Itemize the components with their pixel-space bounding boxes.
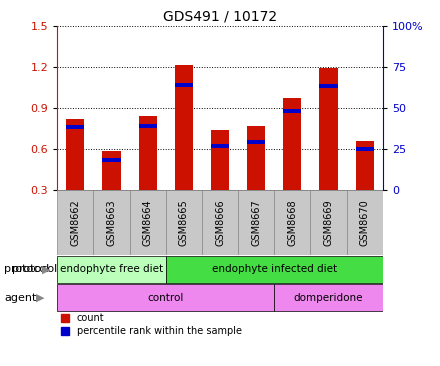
Text: GSM8667: GSM8667 (251, 199, 261, 246)
Bar (103, 158, 121, 162)
Text: control: control (147, 292, 184, 303)
Text: GSM8665: GSM8665 (179, 199, 189, 246)
Bar (211, 130, 229, 190)
Text: GSM8663: GSM8663 (106, 199, 117, 246)
Text: domperidone: domperidone (294, 292, 363, 303)
Bar (66, 119, 84, 190)
Text: protocol: protocol (12, 264, 57, 274)
Bar (356, 141, 374, 190)
Text: ▶: ▶ (36, 292, 44, 303)
Bar (175, 83, 193, 87)
Bar (139, 124, 157, 128)
Text: GSM8669: GSM8669 (323, 199, 334, 246)
FancyBboxPatch shape (129, 190, 166, 255)
FancyBboxPatch shape (238, 190, 274, 255)
Legend: count, percentile rank within the sample: count, percentile rank within the sample (57, 310, 246, 340)
Bar (247, 140, 265, 144)
FancyBboxPatch shape (166, 190, 202, 255)
Text: GSM8666: GSM8666 (215, 199, 225, 246)
FancyBboxPatch shape (311, 190, 347, 255)
Bar (356, 147, 374, 151)
Bar (103, 150, 121, 190)
Text: endophyte free diet: endophyte free diet (60, 264, 163, 274)
FancyBboxPatch shape (274, 284, 383, 311)
Title: GDS491 / 10172: GDS491 / 10172 (163, 9, 277, 23)
FancyBboxPatch shape (57, 190, 93, 255)
Bar (319, 84, 337, 88)
FancyBboxPatch shape (57, 284, 274, 311)
FancyBboxPatch shape (57, 256, 166, 283)
FancyBboxPatch shape (202, 190, 238, 255)
Text: GSM8668: GSM8668 (287, 199, 297, 246)
Text: ▶: ▶ (42, 264, 50, 274)
Bar (139, 116, 157, 190)
FancyBboxPatch shape (166, 256, 383, 283)
Bar (283, 98, 301, 190)
Bar (319, 68, 337, 190)
Text: GSM8664: GSM8664 (143, 199, 153, 246)
Text: endophyte infected diet: endophyte infected diet (212, 264, 337, 274)
Text: agent: agent (4, 292, 37, 303)
FancyBboxPatch shape (347, 190, 383, 255)
Bar (66, 125, 84, 129)
Text: GSM8670: GSM8670 (360, 199, 370, 246)
FancyBboxPatch shape (93, 190, 129, 255)
Bar (175, 66, 193, 190)
Bar (247, 126, 265, 190)
Bar (211, 144, 229, 149)
Text: GSM8662: GSM8662 (70, 199, 80, 246)
FancyBboxPatch shape (274, 190, 311, 255)
Text: protocol: protocol (4, 264, 50, 274)
Bar (283, 109, 301, 113)
